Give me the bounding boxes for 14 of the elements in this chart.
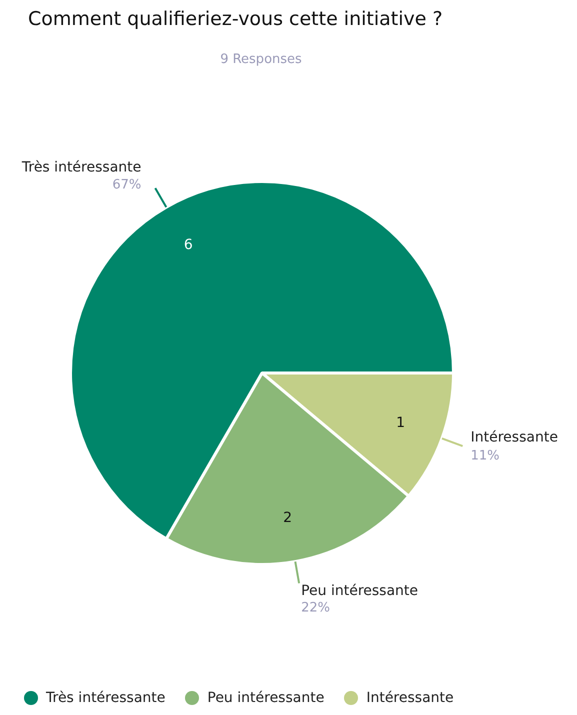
text: 22% [301,600,330,616]
slice-label: Très intéressante [20,160,142,176]
chart-title: Comment qualifieriez-vous cette initiative ? [28,8,443,30]
slice-label: Peu intéressante [301,582,418,599]
data-label: 2 [283,510,292,526]
slice-label: Intéressante [470,430,558,446]
text: 67% [112,177,142,192]
text: 11% [470,448,500,464]
legend-label: Intéressante [366,690,454,706]
data-label: 1 [396,415,406,432]
legend-label: Très intéressante [46,690,166,706]
legend-label: Peu intéressante [207,690,324,706]
data-label: 6 [184,236,193,253]
chart-subtitle: 9 Responses [219,52,303,67]
